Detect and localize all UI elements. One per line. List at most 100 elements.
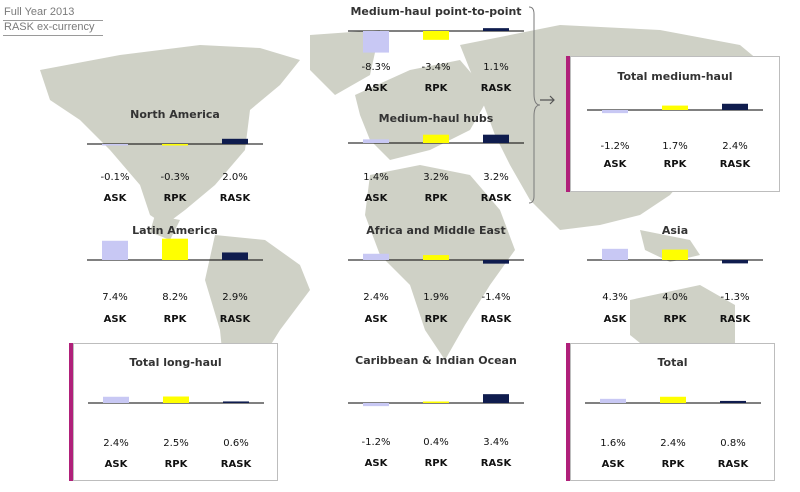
panel-medium-haul-point-to-point: Medium-haul point-to-point -8.3% ASK -3.4% R…	[341, 0, 531, 100]
data-label: -1.4%	[481, 292, 511, 303]
bar-chart	[587, 103, 763, 114]
bar-rpk	[423, 401, 449, 403]
panel-accent-bar	[69, 343, 73, 481]
bar-rask	[722, 260, 748, 264]
category-label: ASK	[103, 193, 127, 204]
bar-chart	[348, 394, 524, 407]
bar-rpk	[162, 144, 188, 146]
category-label: ASK	[603, 314, 627, 325]
chart-title: Total long-haul	[129, 356, 222, 369]
category-label: RPK	[424, 83, 448, 94]
bar-ask	[363, 139, 389, 143]
category-label: RPK	[163, 193, 187, 204]
bar-ask	[600, 398, 626, 403]
bar-chart	[87, 238, 263, 261]
category-label: RASK	[480, 83, 512, 94]
category-label: RASK	[719, 314, 751, 325]
bar-chart	[585, 396, 761, 404]
category-label: ASK	[603, 159, 627, 170]
category-label: ASK	[364, 314, 388, 325]
data-label: -0.3%	[160, 172, 190, 183]
bar-rpk	[662, 249, 688, 260]
header-divider	[3, 20, 103, 21]
bar-rpk	[662, 105, 688, 110]
arrow-icon	[540, 95, 555, 105]
bar-rpk	[660, 396, 686, 403]
category-label: ASK	[104, 459, 128, 470]
chart-title: Africa and Middle East	[366, 224, 506, 237]
data-label: 4.3%	[602, 292, 628, 303]
data-label: 1.7%	[662, 141, 688, 152]
bar-chart	[87, 138, 263, 146]
bar-rpk	[423, 134, 449, 143]
chart-title: Latin America	[132, 224, 218, 237]
bar-rask	[720, 400, 746, 403]
panel-africa-and-middle-east: Africa and Middle East 2.4% ASK 1.9% RPK -1.4…	[341, 220, 531, 330]
data-label: 1.9%	[423, 292, 449, 303]
data-label: -1.3%	[720, 292, 750, 303]
bar-rask	[222, 138, 248, 144]
bar-rask	[222, 252, 248, 260]
report-period: Full Year 2013	[4, 6, 75, 18]
data-label: -8.3%	[361, 62, 391, 73]
data-label: 0.4%	[423, 437, 449, 448]
category-label: RPK	[424, 458, 448, 469]
category-label: RPK	[661, 459, 685, 470]
bar-chart	[88, 396, 264, 404]
bar-chart	[348, 253, 524, 264]
category-label: RPK	[163, 314, 187, 325]
category-label: RASK	[719, 159, 751, 170]
category-label: ASK	[364, 458, 388, 469]
category-label: ASK	[103, 314, 127, 325]
bar-ask	[103, 396, 129, 403]
category-label: RASK	[717, 459, 749, 470]
category-label: RASK	[480, 193, 512, 204]
bar-rask	[223, 401, 249, 403]
chart-title: Asia	[661, 224, 689, 237]
data-label: 0.8%	[720, 438, 746, 449]
data-label: 2.0%	[222, 172, 248, 183]
category-label: RPK	[663, 159, 687, 170]
category-label: RPK	[164, 459, 188, 470]
panel-latin-america: Latin America 7.4% ASK 8.2% RPK 2.9% RASK	[80, 220, 270, 330]
bar-rask	[483, 394, 509, 403]
category-label: RASK	[219, 314, 251, 325]
bar-ask	[102, 144, 128, 146]
category-label: ASK	[364, 193, 388, 204]
panel-caribbean-and-indian-ocean: Caribbean & Indian Ocean -1.2% ASK 0.4% RPK 3…	[341, 350, 531, 480]
category-label: RASK	[219, 193, 251, 204]
data-label: 1.1%	[483, 62, 509, 73]
panel-total-medium-haul: Total medium-haul -1.2% ASK 1.7% RPK 2.4% RASK	[566, 56, 780, 192]
data-label: 3.2%	[483, 172, 509, 183]
data-label: 2.4%	[722, 141, 748, 152]
data-label: 2.9%	[222, 292, 248, 303]
data-label: 2.5%	[163, 438, 189, 449]
chart-title: Medium-haul hubs	[378, 112, 494, 125]
category-label: RASK	[480, 458, 512, 469]
chart-title: Medium-haul point-to-point	[350, 5, 522, 18]
bar-rask	[722, 103, 748, 110]
chart-title: Total	[657, 356, 688, 369]
panel-medium-haul-hubs: Medium-haul hubs 1.4% ASK 3.2% RPK 3.2% RASK	[341, 108, 531, 208]
bar-rpk	[423, 31, 449, 40]
category-label: RASK	[480, 314, 512, 325]
bar-ask	[602, 248, 628, 260]
category-label: RPK	[424, 193, 448, 204]
bar-ask	[363, 31, 389, 53]
category-label: RPK	[424, 314, 448, 325]
category-label: ASK	[601, 459, 625, 470]
data-label: 4.0%	[662, 292, 688, 303]
category-label: ASK	[364, 83, 388, 94]
bar-ask	[602, 110, 628, 114]
panel-accent-bar	[566, 56, 570, 192]
bar-rpk	[163, 396, 189, 403]
bar-rpk	[423, 255, 449, 260]
data-label: 8.2%	[162, 292, 188, 303]
data-label: 3.2%	[423, 172, 449, 183]
bar-chart	[587, 248, 763, 264]
data-label: -3.4%	[421, 62, 451, 73]
bar-rask	[483, 134, 509, 143]
panel-north-america: North America -0.1% ASK -0.3% RPK 2.0% RASK	[80, 104, 270, 204]
grouping-brace	[528, 6, 541, 204]
data-label: 2.4%	[660, 438, 686, 449]
